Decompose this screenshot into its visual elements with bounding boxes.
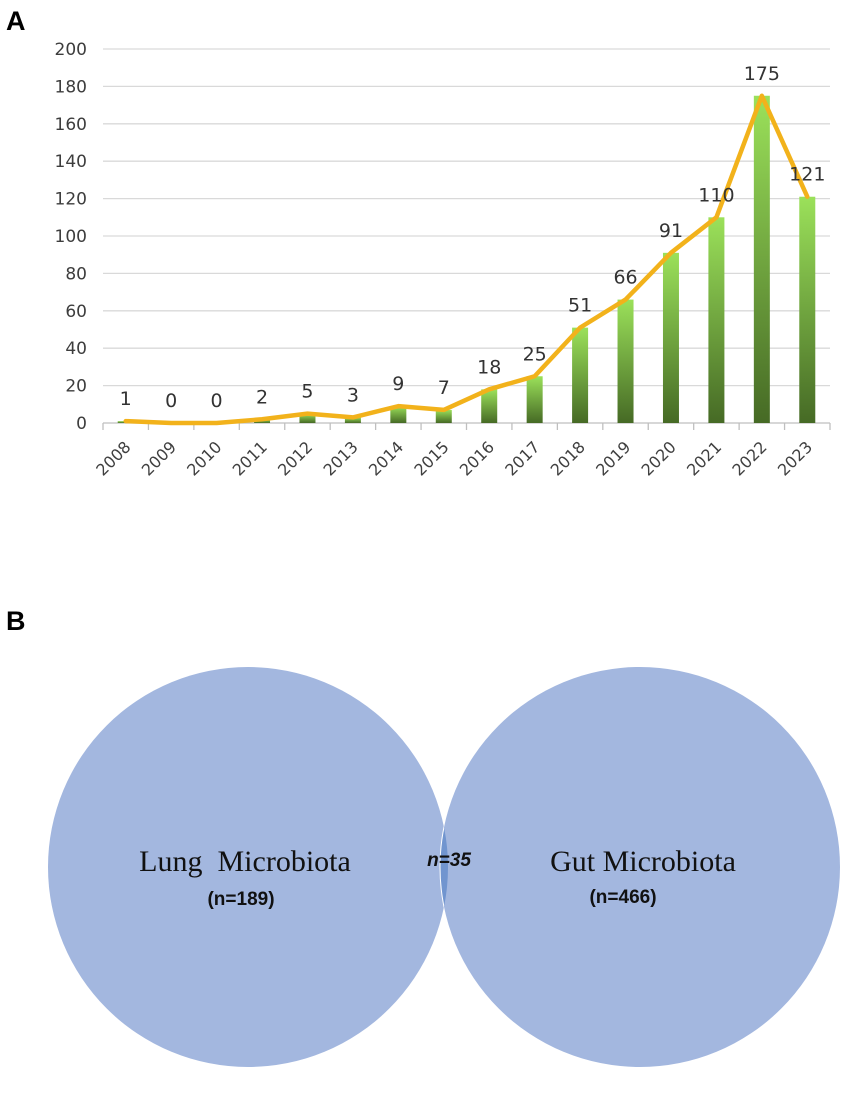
data-label-2012: 5 xyxy=(301,381,313,403)
bar-2013 xyxy=(344,417,361,423)
x-tick-label: 2020 xyxy=(638,437,680,479)
gut-set-title: Gut Microbiota xyxy=(550,845,736,878)
panel-label-a: A xyxy=(6,6,26,36)
grid-lines xyxy=(102,48,831,430)
bar-2014 xyxy=(390,406,407,423)
y-tick-label: 0 xyxy=(76,414,87,434)
y-tick-label: 200 xyxy=(55,40,87,60)
x-tick-label: 2023 xyxy=(774,437,816,479)
panel-label-b: B xyxy=(6,606,26,636)
bar-2023 xyxy=(799,196,816,423)
x-tick-label: 2017 xyxy=(501,437,543,479)
bar-2021 xyxy=(708,217,725,423)
x-tick-label: 2016 xyxy=(456,437,498,479)
y-tick-label: 60 xyxy=(65,302,87,322)
x-tick-label: 2008 xyxy=(92,437,134,479)
data-label-2016: 18 xyxy=(477,356,501,378)
x-tick-label: 2010 xyxy=(183,437,225,479)
data-label-2014: 9 xyxy=(392,373,404,395)
data-label-2015: 7 xyxy=(438,377,450,399)
y-tick-label: 20 xyxy=(65,377,87,397)
data-label-2013: 3 xyxy=(347,384,359,406)
y-tick-label: 40 xyxy=(65,339,87,359)
x-tick-label: 2011 xyxy=(229,437,271,479)
x-axis-ticks: 2008 2009 2010 2011 2012 2013 2014 2015 2016 2017… xyxy=(92,437,816,479)
data-label-2022: 175 xyxy=(744,63,780,85)
x-tick-label: 2014 xyxy=(365,437,407,479)
bar-2022 xyxy=(753,95,770,423)
x-tick-label: 2013 xyxy=(320,437,362,479)
bar-2018 xyxy=(572,327,589,423)
x-tick-label: 2009 xyxy=(138,437,180,479)
y-tick-label: 160 xyxy=(55,115,87,135)
data-label-2018: 51 xyxy=(568,295,592,317)
data-label-2023: 121 xyxy=(789,164,825,186)
data-label-2017: 25 xyxy=(523,343,547,365)
bar-2020 xyxy=(662,252,679,423)
data-label-2008: 1 xyxy=(120,388,132,410)
data-label-2021: 110 xyxy=(698,184,734,206)
intersection-count: n=35 xyxy=(427,850,471,871)
venn-circle-lung xyxy=(48,667,448,1067)
bar-2015 xyxy=(435,409,452,423)
bars xyxy=(117,95,816,423)
x-tick-label: 2021 xyxy=(683,437,725,479)
lung-set-title: Lung Microbiota xyxy=(139,845,351,878)
venn-circle-gut xyxy=(440,667,840,1067)
bar-2012 xyxy=(299,413,316,423)
data-label-2010: 0 xyxy=(211,390,223,412)
bar-2016 xyxy=(481,389,498,423)
trend-line xyxy=(123,93,810,426)
data-label-2009: 0 xyxy=(165,390,177,412)
trend-line-path xyxy=(123,93,810,426)
x-tick-label: 2022 xyxy=(728,437,770,479)
gut-set-count: (n=466) xyxy=(589,887,656,908)
data-label-2019: 66 xyxy=(613,267,637,289)
data-label-2011: 2 xyxy=(256,386,268,408)
x-tick-label: 2012 xyxy=(274,437,316,479)
bar-2017 xyxy=(526,376,543,423)
x-tick-label: 2018 xyxy=(547,437,589,479)
y-axis-ticks: 0 20 40 60 80 100 120 140 160 180 200 xyxy=(55,40,87,434)
y-tick-label: 80 xyxy=(65,264,87,284)
x-tick-label: 2015 xyxy=(410,437,452,479)
venn-diagram: B Lung Microbiota (n=189) Gut Microbiota… xyxy=(6,606,840,1067)
venn-intersection xyxy=(439,667,448,1067)
x-tick-label: 2019 xyxy=(592,437,634,479)
data-label-2020: 91 xyxy=(659,220,683,242)
lung-set-count: (n=189) xyxy=(207,889,274,910)
y-tick-label: 100 xyxy=(55,227,87,247)
y-tick-label: 140 xyxy=(55,152,87,172)
bar-2019 xyxy=(617,299,634,423)
y-tick-label: 120 xyxy=(55,190,87,210)
y-tick-label: 180 xyxy=(55,77,87,97)
